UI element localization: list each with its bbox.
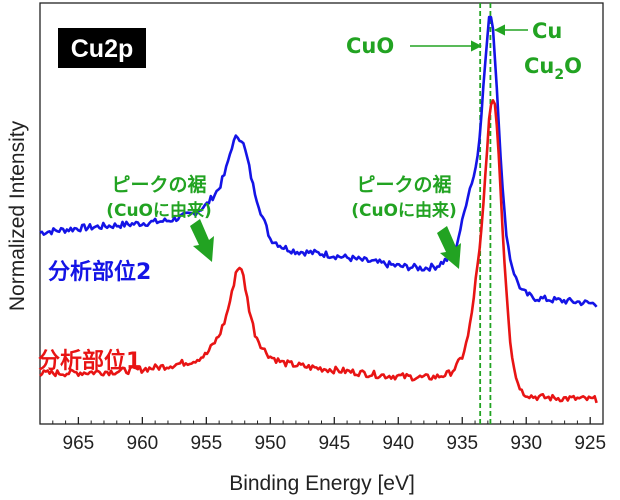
shoulder-arrow-right-icon: [437, 226, 461, 269]
x-tick-label: 950: [254, 433, 286, 454]
x-tick-label: 925: [574, 433, 606, 454]
shoulder-annotation-right-line1: ピークの裾: [356, 173, 451, 196]
chart-title: Cu2p: [71, 35, 134, 63]
title-box: [58, 28, 146, 68]
shoulder-annotation-right-line2: (CuOに由来): [351, 200, 457, 221]
reference-lines: [479, 3, 492, 424]
x-tick-label: 955: [190, 433, 222, 454]
series-label-1: 分析部位1: [38, 348, 141, 374]
x-tick-label: 935: [446, 433, 478, 454]
x-tick-label: 930: [510, 433, 542, 454]
x-axis-title: Binding Energy [eV]: [229, 472, 415, 495]
shoulder-annotation-left-line1: ピークの裾: [111, 173, 206, 196]
series-label-2: 分析部位2: [48, 259, 151, 285]
x-tick-label: 965: [63, 433, 95, 454]
series-line-site-1: [39, 99, 598, 404]
annotation-cu: Cu: [532, 19, 562, 43]
shoulder-annotation-left-line2: (CuOに由来): [106, 200, 212, 221]
x-tick-label: 945: [318, 433, 350, 454]
shoulder-arrow-left-icon: [190, 219, 214, 262]
y-axis-title: Normalized Intensity: [6, 120, 29, 311]
x-tick-label: 960: [127, 433, 159, 454]
series-line-site-2: [39, 15, 598, 308]
series-group: [39, 15, 598, 404]
x-tick-label: 940: [382, 433, 414, 454]
annotation-cu2o: Cu2O: [524, 54, 582, 83]
annotation-cuo: CuO: [346, 34, 394, 58]
x-ticks: 965 960 955 950 945 940 935 930 925: [52, 417, 606, 454]
